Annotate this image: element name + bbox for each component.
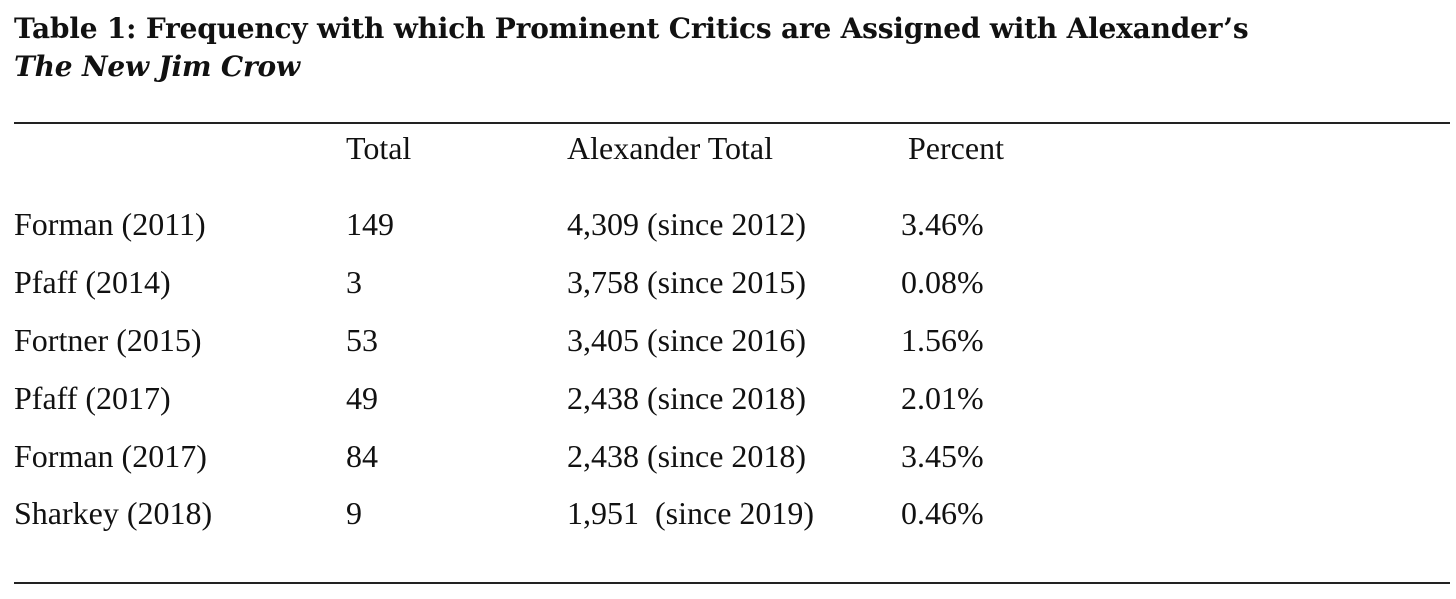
row-name: Pfaff (2017) [14, 380, 171, 416]
row-name: Fortner (2015) [14, 322, 202, 358]
row-percent: 0.46% [901, 495, 984, 531]
row-percent: 3.46% [901, 206, 984, 242]
row-total: 53 [346, 322, 378, 358]
row-name: Forman (2011) [14, 206, 206, 242]
row-alexander-total: 2,438 (since 2018) [567, 438, 807, 474]
header-total: Total [346, 130, 412, 166]
row-name: Forman (2017) [14, 438, 207, 474]
row-alexander-total: 1,951 (since 2019) [567, 495, 815, 531]
row-percent: 0.08% [901, 264, 984, 300]
row-total: 49 [346, 380, 378, 416]
row-name: Sharkey (2018) [14, 495, 213, 531]
row-alexander-total: 2,438 (since 2018) [567, 380, 807, 416]
row-total: 3 [346, 264, 362, 300]
row-alexander-total: 3,758 (since 2015) [567, 264, 807, 300]
row-percent: 2.01% [901, 380, 984, 416]
row-alexander-total: 3,405 (since 2016) [567, 322, 807, 358]
row-total: 9 [346, 495, 362, 531]
row-total: 84 [346, 438, 378, 474]
table-title: Table 1: Frequency with which Prominent … [14, 10, 1434, 86]
table-title-book-name: The New Jim Crow [14, 50, 300, 83]
row-percent: 1.56% [901, 322, 984, 358]
row-name: Pfaff (2014) [14, 264, 171, 300]
row-total: 149 [346, 206, 394, 242]
top-rule [14, 122, 1450, 124]
row-percent: 3.45% [901, 438, 984, 474]
bottom-rule [14, 582, 1450, 584]
header-percent: Percent [908, 130, 1004, 166]
row-alexander-total: 4,309 (since 2012) [567, 206, 807, 242]
table-title-line-1: Table 1: Frequency with which Prominent … [14, 12, 1249, 45]
header-alexander-total: Alexander Total [567, 130, 773, 166]
